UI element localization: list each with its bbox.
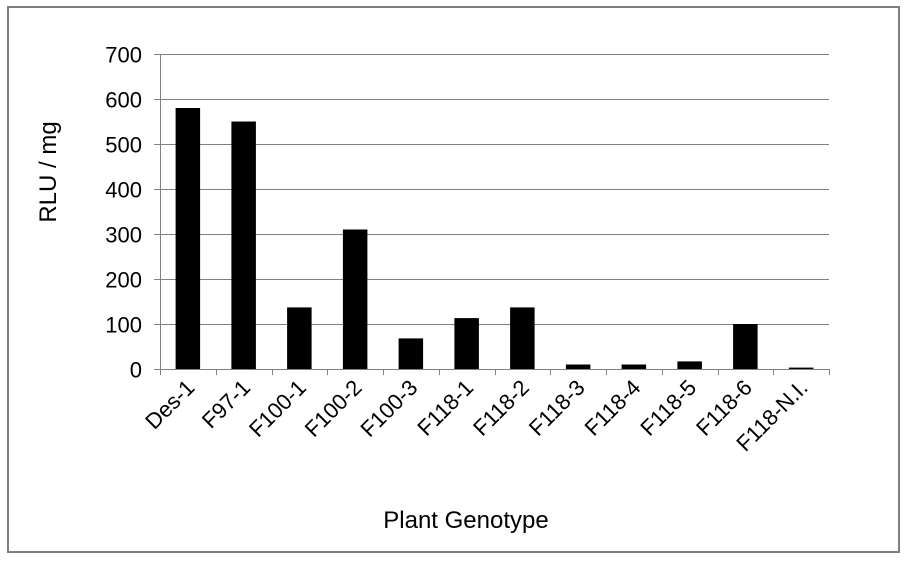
bar-f118-3 [565, 364, 591, 369]
bar-f118-5 [677, 361, 702, 369]
y-tick-label: 400 [105, 178, 142, 203]
x-tick-label: F100-2 [300, 375, 367, 442]
y-tick-label: 700 [105, 43, 142, 68]
x-tick-label: F118-5 [635, 375, 701, 441]
x-tick-label: F100-1 [244, 375, 311, 442]
bar-f118-1 [454, 318, 479, 369]
x-tick-label: F118-2 [468, 375, 534, 441]
x-tick-label: F118-4 [580, 375, 646, 441]
bar-f100-3 [398, 338, 424, 369]
x-tick-label: Des-1 [140, 375, 199, 434]
bar-f118-4 [621, 364, 647, 369]
bar-f118-6 [733, 324, 758, 369]
bar-des-1 [175, 108, 201, 369]
y-axis-title: RLU / mg [35, 121, 62, 222]
bar-f118-2 [510, 307, 535, 369]
bar-f118-n-i [788, 367, 814, 369]
bars [175, 108, 814, 369]
y-tick-label: 600 [105, 88, 142, 113]
y-tick-label: 500 [105, 133, 142, 158]
bar-f100-2 [342, 229, 368, 369]
bar-f97-1 [231, 121, 256, 369]
x-tick-label: F118-1 [412, 375, 478, 441]
bar-f100-1 [287, 307, 312, 369]
x-tick-label: F100-3 [355, 375, 422, 442]
y-tick-label: 300 [105, 223, 142, 248]
gridlines [160, 54, 829, 325]
x-tick-label: F118-3 [524, 375, 590, 441]
y-tick-label: 0 [130, 358, 142, 383]
x-tick-labels: Des-1F97-1F100-1F100-2F100-3F118-1F118-2… [140, 375, 812, 456]
y-tick-labels: 0 100 200 300 400 500 600 700 [105, 43, 142, 383]
y-tick-label: 200 [105, 268, 142, 293]
x-axis-title: Plant Genotype [383, 507, 548, 534]
y-tick-label: 100 [105, 313, 142, 338]
axes [154, 54, 830, 375]
